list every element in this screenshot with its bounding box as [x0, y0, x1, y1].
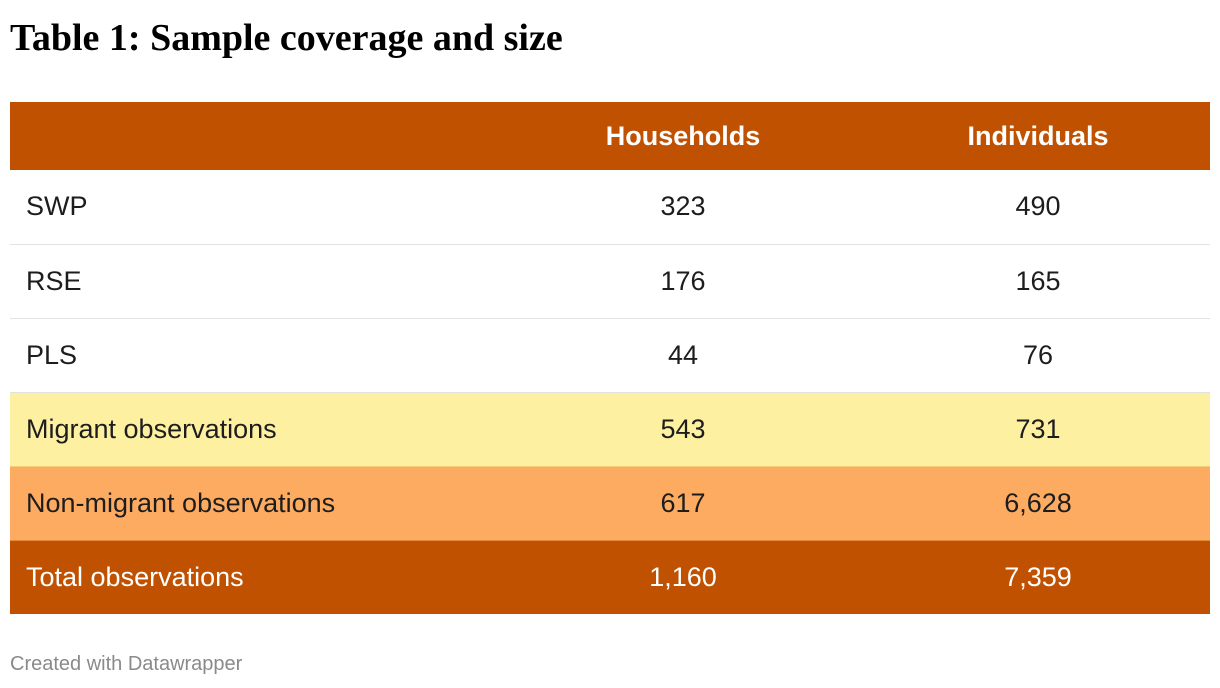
header-cell-households: Households — [605, 120, 761, 151]
row-label: RSE — [10, 244, 500, 319]
individuals-value: 6,628 — [866, 466, 1210, 541]
row-label: PLS — [10, 318, 500, 393]
header-row: Households Individuals — [10, 102, 1210, 170]
datawrapper-credit: Created with Datawrapper — [10, 653, 243, 675]
table-row-non-migrant-observations: Non-migrant observations 617 6,628 — [10, 466, 1210, 541]
individuals-value: 731 — [866, 392, 1210, 467]
row-label: Migrant observations — [10, 392, 500, 467]
individuals-value: 7,359 — [1004, 561, 1072, 592]
table-row-migrant-observations: Migrant observations 543 731 — [10, 392, 1210, 467]
households-value: 323 — [500, 170, 866, 245]
header-cell-label — [10, 102, 500, 170]
data-table: Households Individuals SWP 323 490 RSE 1… — [10, 102, 1210, 614]
individuals-value: 490 — [866, 170, 1210, 245]
households-value: 176 — [500, 244, 866, 319]
row-label: Total observations — [26, 561, 244, 592]
households-value: 543 — [500, 392, 866, 467]
table-row-rse: RSE 176 165 — [10, 244, 1210, 319]
table-row-swp: SWP 323 490 — [10, 170, 1210, 245]
households-value: 617 — [500, 466, 866, 541]
households-value: 1,160 — [649, 561, 717, 592]
row-label: SWP — [10, 170, 500, 245]
individuals-value: 76 — [866, 318, 1210, 393]
table-title: Table 1: Sample coverage and size — [10, 17, 563, 59]
header-cell-individuals: Individuals — [967, 120, 1109, 151]
households-value: 44 — [500, 318, 866, 393]
individuals-value: 165 — [866, 244, 1210, 319]
row-label: Non-migrant observations — [10, 466, 500, 541]
table-row-pls: PLS 44 76 — [10, 318, 1210, 393]
table-row-total-observations: Total observations 1,160 7,359 — [10, 540, 1210, 614]
